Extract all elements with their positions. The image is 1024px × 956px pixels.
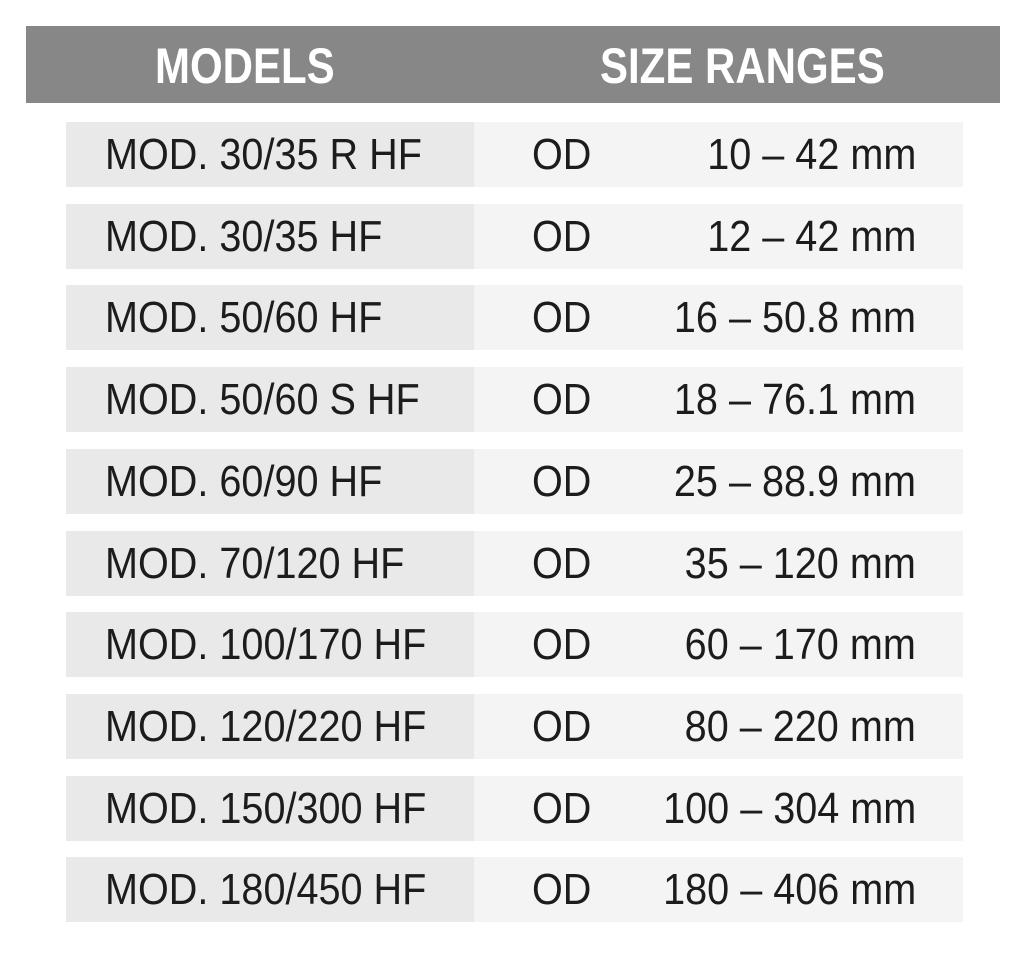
models-heading: MODELS: [155, 38, 335, 94]
size-range: 180 – 406 mm: [662, 865, 916, 915]
table-row: MOD. 120/220 HF OD 80 – 220 mm: [66, 693, 963, 759]
size-cell: OD 10 – 42 mm: [474, 122, 963, 187]
size-range: 18 – 76.1 mm: [673, 375, 916, 425]
size-cell: OD 60 – 170 mm: [474, 612, 963, 678]
model-cell: MOD. 100/170 HF: [66, 612, 474, 678]
table-header: MODELS SIZE RANGES: [26, 26, 1000, 103]
size-cell: OD 100 – 304 mm: [474, 775, 963, 841]
size-range: 60 – 170 mm: [684, 620, 916, 670]
size-range: 25 – 88.9 mm: [673, 456, 916, 506]
model-name: MOD. 180/450 HF: [105, 865, 427, 915]
dimension-type: OD: [532, 375, 592, 425]
dimension-type: OD: [532, 293, 592, 343]
model-name: MOD. 70/120 HF: [105, 538, 405, 588]
table-row: MOD. 30/35 R HF OD 10 – 42 mm: [66, 122, 963, 187]
model-name: MOD. 150/300 HF: [105, 783, 427, 833]
model-cell: MOD. 60/90 HF: [66, 448, 474, 514]
model-cell: MOD. 50/60 HF: [66, 285, 474, 351]
model-cell: MOD. 180/450 HF: [66, 857, 474, 923]
size-range: 100 – 304 mm: [662, 783, 916, 833]
table-row: MOD. 70/120 HF OD 35 – 120 mm: [66, 530, 963, 596]
size-range: 80 – 220 mm: [684, 701, 916, 751]
model-cell: MOD. 30/35 R HF: [66, 122, 474, 187]
model-name: MOD. 30/35 R HF: [105, 130, 422, 179]
model-name: MOD. 100/170 HF: [105, 620, 427, 670]
model-cell: MOD. 120/220 HF: [66, 693, 474, 759]
dimension-type: OD: [532, 783, 592, 833]
table-row: MOD. 180/450 HF OD 180 – 406 mm: [66, 857, 963, 923]
dimension-type: OD: [532, 701, 592, 751]
size-cell: OD 35 – 120 mm: [474, 530, 963, 596]
table-row: MOD. 50/60 HF OD 16 – 50.8 mm: [66, 285, 963, 351]
model-cell: MOD. 70/120 HF: [66, 530, 474, 596]
model-cell: MOD. 50/60 S HF: [66, 367, 474, 433]
size-cell: OD 180 – 406 mm: [474, 857, 963, 923]
size-cell: OD 16 – 50.8 mm: [474, 285, 963, 351]
size-range: 16 – 50.8 mm: [673, 293, 916, 343]
table-row: MOD. 50/60 S HF OD 18 – 76.1 mm: [66, 367, 963, 433]
size-range: 35 – 120 mm: [684, 538, 916, 588]
dimension-type: OD: [532, 130, 592, 179]
size-cell: OD 18 – 76.1 mm: [474, 367, 963, 433]
model-name: MOD. 120/220 HF: [105, 701, 427, 751]
dimension-type: OD: [532, 456, 592, 506]
size-range: 10 – 42 mm: [706, 130, 916, 179]
size-range: 12 – 42 mm: [706, 211, 916, 261]
model-name: MOD. 30/35 HF: [105, 211, 383, 261]
table-row: MOD. 30/35 HF OD 12 – 42 mm: [66, 203, 963, 269]
size-cell: OD 25 – 88.9 mm: [474, 448, 963, 514]
dimension-type: OD: [532, 211, 592, 261]
dimension-type: OD: [532, 620, 592, 670]
dimension-type: OD: [532, 538, 592, 588]
table-row: MOD. 100/170 HF OD 60 – 170 mm: [66, 612, 963, 678]
model-name: MOD. 50/60 S HF: [105, 375, 420, 425]
dimension-type: OD: [532, 865, 592, 915]
table-row: MOD. 150/300 HF OD 100 – 304 mm: [66, 775, 963, 841]
size-cell: OD 12 – 42 mm: [474, 203, 963, 269]
model-cell: MOD. 30/35 HF: [66, 203, 474, 269]
model-name: MOD. 60/90 HF: [105, 456, 383, 506]
table-row: MOD. 60/90 HF OD 25 – 88.9 mm: [66, 448, 963, 514]
size-cell: OD 80 – 220 mm: [474, 693, 963, 759]
model-name: MOD. 50/60 HF: [105, 293, 383, 343]
model-cell: MOD. 150/300 HF: [66, 775, 474, 841]
size-ranges-heading: SIZE RANGES: [600, 38, 885, 94]
